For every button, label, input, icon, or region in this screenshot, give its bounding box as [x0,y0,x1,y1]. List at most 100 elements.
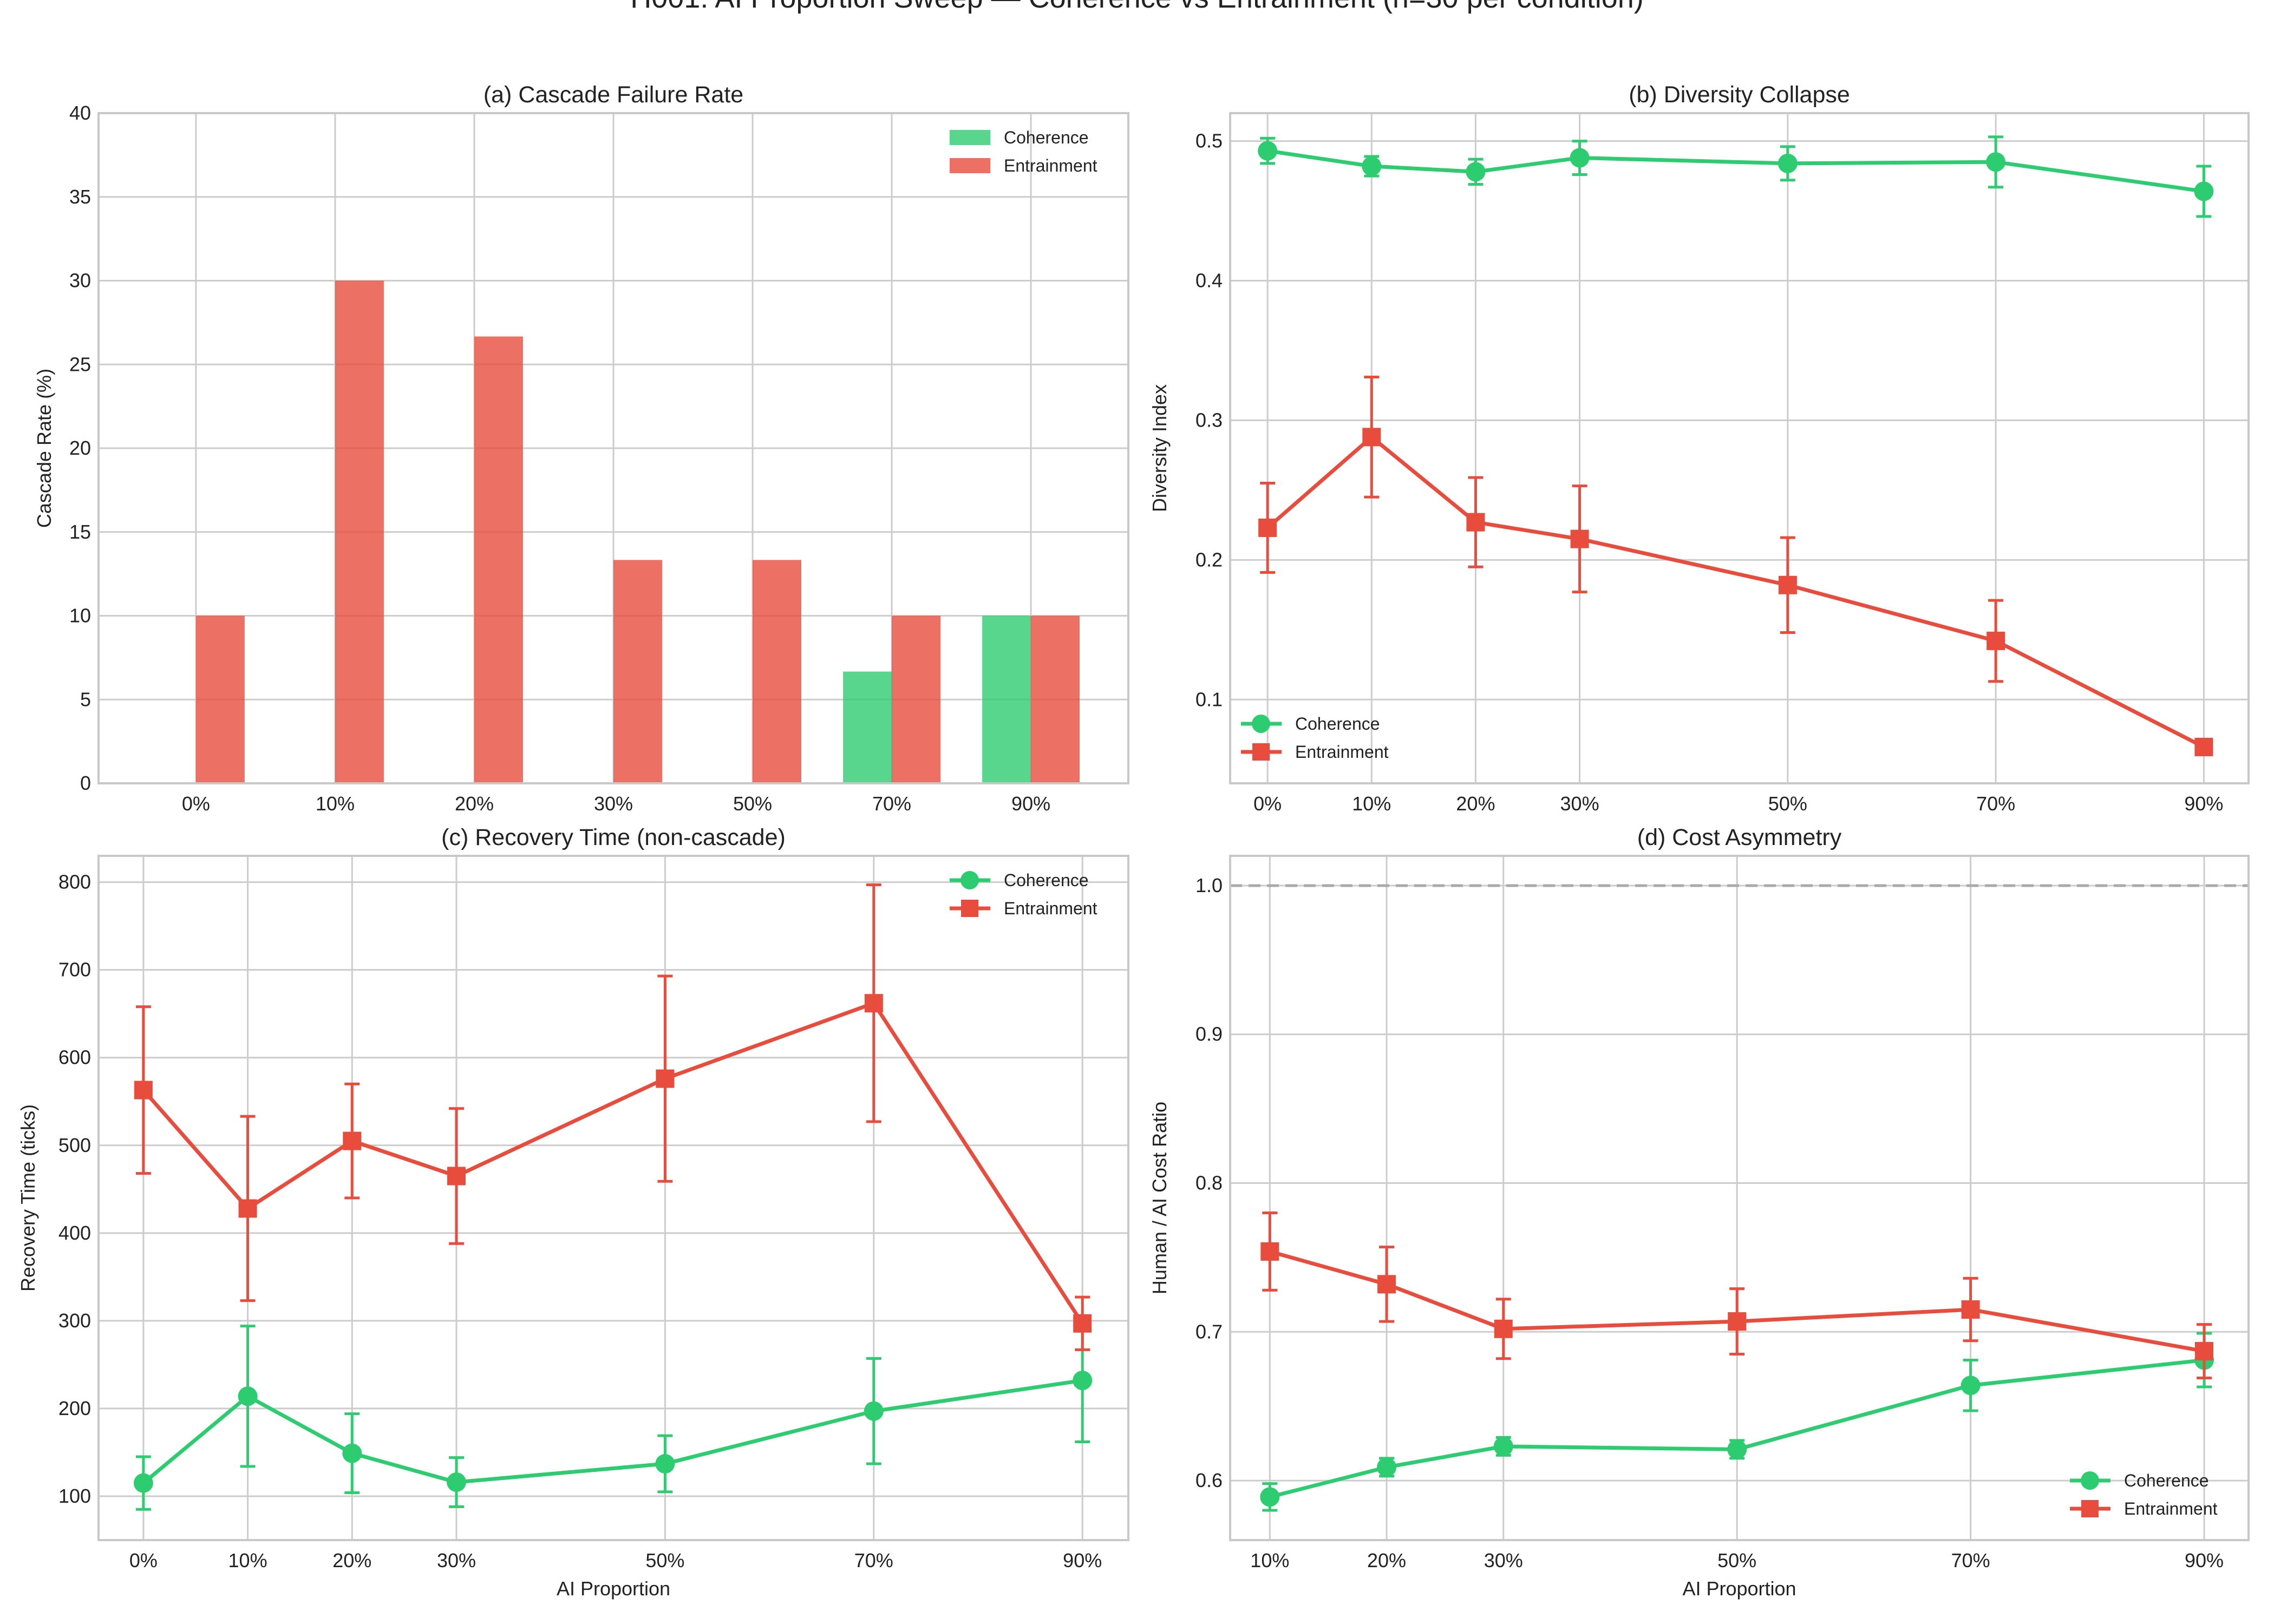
data-point-entrainment [1728,1312,1747,1331]
y-tick-label: 35 [69,186,91,208]
y-axis-label: Cascade Rate (%) [33,369,55,528]
data-point-coherence [1260,1487,1280,1507]
x-tick-label: 50% [645,1549,684,1571]
x-tick-label: 10% [1250,1549,1289,1571]
bar-entrainment [195,615,245,783]
y-tick-label: 200 [58,1397,91,1419]
legend-swatch-coherence [950,130,990,145]
legend-label: Coherence [1004,870,1089,890]
y-tick-label: 0.2 [1195,548,1223,571]
x-tick-label: 50% [1768,793,1807,815]
x-axis-label: AI Proportion [557,1577,670,1600]
panel-a: 0% 10% 20% 30% 50% 70% 90% 0 5 10 15 20 25 30 35 40 (a) … [33,82,1129,815]
data-point-coherence [1362,156,1382,176]
x-tick-label: 70% [1976,793,2015,815]
bar-coherence [843,671,892,783]
legend-label: Entrainment [1295,742,1389,762]
data-point-entrainment [1987,631,2005,650]
legend-label: Entrainment [1004,156,1097,175]
y-tick-label: 100 [58,1485,91,1507]
y-axis-label: Recovery Time (ticks) [17,1104,39,1292]
legend-marker-coherence [960,871,979,889]
data-point-coherence [864,1401,884,1421]
x-tick-label: 20% [455,793,494,815]
y-tick-label: 30 [69,270,91,292]
panel-b: 0% 10% 20% 30% 50% 70% 90% 0.1 0.2 0.3 0.4 0.5 (b) D… [1148,82,2250,815]
data-point-entrainment [2195,1342,2214,1361]
x-tick-label: 90% [2185,1549,2224,1571]
y-tick-label: 20 [69,437,91,459]
data-point-entrainment [1377,1275,1396,1294]
bar-coherence [982,615,1031,783]
y-tick-label: 0.3 [1195,409,1223,431]
x-tick-label: 30% [1484,1549,1523,1571]
data-point-coherence [446,1472,466,1492]
x-tick-label: 30% [594,793,633,815]
data-point-entrainment [1466,513,1485,532]
legend-label: Coherence [2124,1471,2209,1490]
x-tick-label: 20% [1367,1549,1406,1571]
x-tick-label: 10% [1352,793,1391,815]
y-axis-label: Human / AI Cost Ratio [1148,1102,1171,1294]
x-tick-label: 10% [228,1549,267,1571]
y-tick-label: 10 [69,605,91,627]
data-point-coherence [655,1454,675,1474]
data-point-entrainment [864,994,883,1013]
data-point-coherence [2194,181,2214,201]
data-point-entrainment [1961,1300,1980,1319]
legend-marker-coherence [2081,1471,2099,1490]
data-point-coherence [1570,148,1590,168]
series-line-coherence [142,1378,1083,1485]
data-point-coherence [1377,1457,1397,1477]
panel-title: (a) Cascade Failure Rate [483,82,743,108]
bar-entrainment [892,615,941,783]
data-point-entrainment [1778,575,1797,594]
bar-entrainment [474,336,523,783]
figure-title: H001: AI Proportion Sweep — Coherence vs… [630,0,1644,14]
y-tick-label: 700 [58,959,91,981]
legend-marker-entrainment [1252,743,1270,761]
data-point-entrainment [656,1069,675,1088]
x-tick-label: 30% [437,1549,476,1571]
data-point-entrainment [1570,529,1589,548]
y-tick-label: 0.8 [1195,1172,1223,1194]
legend-label: Coherence [1295,714,1380,734]
y-tick-label: 0.9 [1195,1023,1223,1045]
y-tick-label: 600 [58,1046,91,1069]
series-line-coherence [1269,1358,2205,1499]
legend: Coherence Entrainment [1241,714,1389,762]
y-tick-label: 500 [58,1134,91,1156]
bar-entrainment [335,280,384,783]
y-tick-label: 40 [69,102,91,124]
x-tick-label: 20% [1456,793,1495,815]
data-point-entrainment [1494,1319,1513,1338]
legend-label: Coherence [1004,128,1089,147]
series-line-coherence [1267,149,2204,193]
x-tick-label: 90% [1063,1549,1102,1571]
data-point-entrainment [343,1131,362,1150]
y-tick-label: 0 [80,772,91,794]
x-tick-label: 90% [1011,793,1050,815]
series-line-entrainment [1266,434,2205,749]
x-tick-label: 70% [854,1549,893,1571]
x-tick-label: 50% [733,793,772,815]
y-tick-label: 400 [58,1222,91,1244]
y-tick-label: 5 [80,688,91,710]
data-point-entrainment [1073,1314,1092,1333]
data-point-entrainment [1258,519,1277,538]
x-tick-label: 10% [316,793,355,815]
bar-entrainment [613,560,662,783]
x-tick-label: 0% [182,793,210,815]
legend: Coherence Entrainment [950,128,1097,175]
data-point-coherence [1778,153,1798,173]
axes-frame [1229,855,2250,1541]
series-line-entrainment [142,1001,1084,1325]
y-axis-label: Diversity Index [1148,384,1171,512]
y-tick-label: 0.1 [1195,688,1223,710]
axes-frame [97,855,1129,1541]
y-tick-label: 0.5 [1195,130,1223,152]
y-tick-label: 1.0 [1195,874,1223,896]
data-point-coherence [1961,1376,1981,1396]
data-point-entrainment [134,1081,153,1099]
